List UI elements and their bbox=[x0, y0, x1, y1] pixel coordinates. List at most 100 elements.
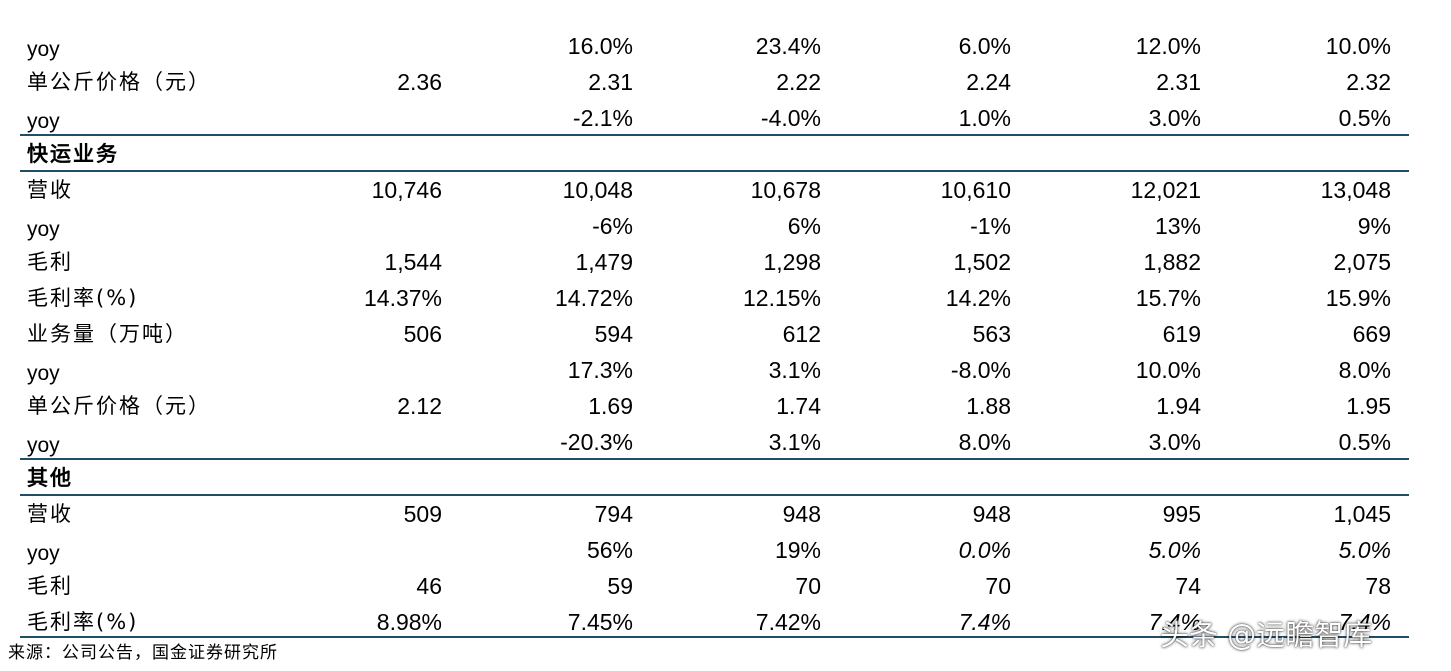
table-cell: 612 bbox=[782, 321, 821, 347]
watermark: 头条 @远瞻智库 bbox=[1160, 618, 1373, 652]
table-cell: 2.31 bbox=[1156, 69, 1201, 95]
table-cell: 59 bbox=[607, 573, 633, 599]
row-label: 毛利率(%) bbox=[27, 286, 139, 310]
table-cell: 23.4% bbox=[755, 33, 821, 59]
table-cell: 3.1% bbox=[768, 357, 821, 383]
row-label: yoy bbox=[27, 218, 60, 241]
table-row: 营收 509 794 948 948 995 1,045 bbox=[20, 496, 1409, 532]
table-cell: 2.22 bbox=[776, 69, 821, 95]
table-row: 营收 10,746 10,048 10,678 10,610 12,021 13… bbox=[20, 172, 1409, 208]
table-cell: 509 bbox=[403, 501, 442, 527]
table-cell: 8.98% bbox=[376, 609, 442, 635]
row-label: 毛利率(%) bbox=[27, 610, 139, 634]
table-cell: 506 bbox=[403, 321, 442, 347]
section-header-express-freight: 快运业务 bbox=[20, 136, 1409, 172]
row-label: 毛利 bbox=[27, 250, 73, 274]
table-cell: 70 bbox=[795, 573, 821, 599]
table-cell: 46 bbox=[416, 573, 442, 599]
table-row: 毛利率(%) 14.37% 14.72% 12.15% 14.2% 15.7% … bbox=[20, 280, 1409, 316]
table-cell: -20.3% bbox=[560, 429, 633, 455]
row-label: 单公斤价格（元） bbox=[27, 394, 211, 418]
table-cell: 12.0% bbox=[1135, 33, 1201, 59]
table-row: yoy -6% 6% -1% 13% 9% bbox=[20, 208, 1409, 244]
table-cell: 7.4% bbox=[958, 609, 1011, 635]
row-label: 业务量（万吨） bbox=[27, 322, 188, 346]
rule-under-express-title bbox=[20, 170, 1409, 172]
table-cell: 1,479 bbox=[575, 249, 633, 275]
table-cell: 12.15% bbox=[742, 285, 821, 311]
table-row: 毛利 1,544 1,479 1,298 1,502 1,882 2,075 bbox=[20, 244, 1409, 280]
table-cell: 13% bbox=[1154, 213, 1201, 239]
table-row: yoy 56% 19% 0.0% 5.0% 5.0% bbox=[20, 532, 1409, 568]
data-table: yoy 16.0% 23.4% 6.0% 12.0% 10.0% 单公斤价格（元… bbox=[20, 28, 1409, 640]
row-label: 毛利 bbox=[27, 574, 73, 598]
rule-after-express-block bbox=[20, 458, 1409, 460]
table-cell: 10.0% bbox=[1135, 357, 1201, 383]
table-cell: 70 bbox=[985, 573, 1011, 599]
table-cell: 1,544 bbox=[384, 249, 442, 275]
table-row: yoy 16.0% 23.4% 6.0% 12.0% 10.0% bbox=[20, 28, 1409, 64]
table-cell: -6% bbox=[592, 213, 633, 239]
table-cell: 14.37% bbox=[363, 285, 442, 311]
rule-after-top-block bbox=[20, 134, 1409, 136]
table-cell: -2.1% bbox=[572, 105, 633, 131]
table-cell: 1.69 bbox=[588, 393, 633, 419]
row-label: 单公斤价格（元） bbox=[27, 70, 211, 94]
table-cell: 948 bbox=[972, 501, 1011, 527]
table-cell: 1.0% bbox=[958, 105, 1011, 131]
table-cell bbox=[282, 424, 442, 460]
table-cell: 13,048 bbox=[1320, 177, 1391, 203]
table-cell: 1.74 bbox=[776, 393, 821, 419]
table-cell: 669 bbox=[1352, 321, 1391, 347]
table-cell bbox=[282, 352, 442, 388]
table-cell: 3.1% bbox=[768, 429, 821, 455]
row-label: yoy bbox=[27, 434, 60, 457]
table-cell: 1,045 bbox=[1333, 501, 1391, 527]
table-cell: 3.0% bbox=[1148, 105, 1201, 131]
table-cell: 9% bbox=[1357, 213, 1391, 239]
table-cell: 15.7% bbox=[1135, 285, 1201, 311]
table-cell: 948 bbox=[782, 501, 821, 527]
table-cell: 0.0% bbox=[958, 537, 1011, 563]
table-cell: 19% bbox=[774, 537, 821, 563]
table-cell bbox=[282, 208, 442, 244]
table-cell: 0.5% bbox=[1338, 429, 1391, 455]
table-cell: 10,746 bbox=[371, 177, 442, 203]
section-title: 其他 bbox=[27, 466, 73, 490]
table-cell: 14.2% bbox=[945, 285, 1011, 311]
table-cell: 2.12 bbox=[397, 393, 442, 419]
table-cell: 10.0% bbox=[1325, 33, 1391, 59]
table-row: 单公斤价格（元） 2.36 2.31 2.22 2.24 2.31 2.32 bbox=[20, 64, 1409, 100]
table-cell: 7.42% bbox=[755, 609, 821, 635]
table-cell: -4.0% bbox=[760, 105, 821, 131]
table-cell: 2.31 bbox=[588, 69, 633, 95]
table-cell: 2,075 bbox=[1333, 249, 1391, 275]
table-row: yoy -20.3% 3.1% 8.0% 3.0% 0.5% bbox=[20, 424, 1409, 460]
section-title: 快运业务 bbox=[27, 142, 119, 166]
table-row: 毛利率(%) 8.98% 7.45% 7.42% 7.4% 7.4% 7.4% bbox=[20, 604, 1409, 640]
table-cell: 12,021 bbox=[1130, 177, 1201, 203]
source-note: 来源：公司公告，国金证券研究所 bbox=[8, 643, 278, 663]
row-label: yoy bbox=[27, 38, 60, 61]
row-label: 营收 bbox=[27, 502, 73, 526]
table-cell: 1.88 bbox=[966, 393, 1011, 419]
table-cell: 995 bbox=[1162, 501, 1201, 527]
rule-table-bottom bbox=[20, 636, 1409, 638]
table-row: yoy -2.1% -4.0% 1.0% 3.0% 0.5% bbox=[20, 100, 1409, 136]
table-cell: 794 bbox=[594, 501, 633, 527]
table-cell: 2.36 bbox=[397, 69, 442, 95]
table-row: 业务量（万吨） 506 594 612 563 619 669 bbox=[20, 316, 1409, 352]
table-cell: 6.0% bbox=[958, 33, 1011, 59]
table-cell: -8.0% bbox=[950, 357, 1011, 383]
table-cell: 56% bbox=[586, 537, 633, 563]
table-cell: 1.94 bbox=[1156, 393, 1201, 419]
table-cell: 10,678 bbox=[750, 177, 821, 203]
table-cell bbox=[282, 28, 442, 64]
row-label: yoy bbox=[27, 542, 60, 565]
table-cell: 1.95 bbox=[1346, 393, 1391, 419]
table-row: yoy 17.3% 3.1% -8.0% 10.0% 8.0% bbox=[20, 352, 1409, 388]
table-cell: 7.4% bbox=[1148, 609, 1201, 635]
table-cell: 619 bbox=[1162, 321, 1201, 347]
table-row: 毛利 46 59 70 70 74 78 bbox=[20, 568, 1409, 604]
row-label: 营收 bbox=[27, 178, 73, 202]
